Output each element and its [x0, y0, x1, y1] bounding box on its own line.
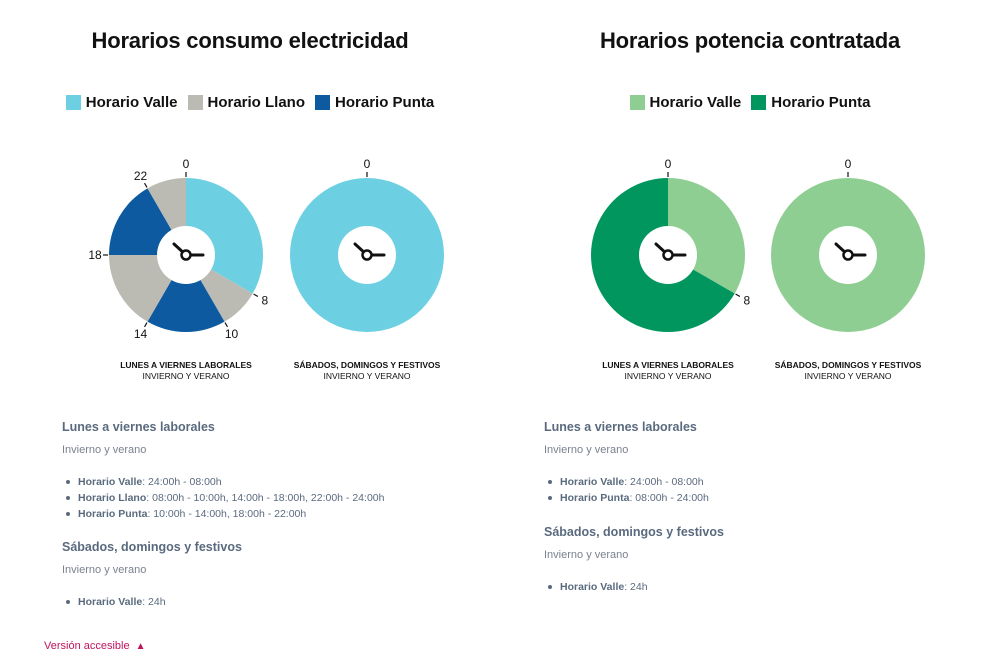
hour-label: 0: [845, 157, 852, 171]
legend-swatch: [65, 95, 81, 110]
hour-label: 22: [134, 169, 148, 183]
hour-label: 0: [364, 157, 371, 171]
hour-tick: [143, 182, 148, 188]
legend-item: Horario Valle: [65, 94, 178, 111]
schedule-weekdays: Lunes a viernes laborales Invierno y ver…: [544, 420, 709, 506]
clock-caption: LUNES A VIERNES LABORALES: [602, 360, 734, 370]
chevron-up-icon: ▲: [135, 640, 146, 652]
clock-caption: LUNES A VIERNES LABORALES: [120, 360, 252, 370]
legend-item: Horario Valle: [629, 94, 742, 111]
clock-subcaption: INVIERNO Y VERANO: [142, 371, 229, 381]
legend-swatch: [315, 95, 331, 110]
hour-label: 8: [743, 294, 750, 308]
hour-label: 0: [183, 157, 190, 171]
schedule-heading: Lunes a viernes laborales: [544, 420, 697, 434]
legend-label: Horario Punta: [335, 94, 435, 111]
clock-caption: SÁBADOS, DOMINGOS Y FESTIVOS: [294, 360, 441, 370]
list-item: Horario Valle: 24h: [62, 594, 242, 610]
hour-label: 18: [88, 248, 102, 262]
hour-tick: [735, 293, 741, 298]
legend-swatch: [751, 95, 767, 110]
list-item: Horario Valle: 24h: [544, 579, 724, 595]
clock-subcaption: INVIERNO Y VERANO: [624, 371, 711, 381]
list-item: Horario Llano: 08:00h - 10:00h, 14:00h -…: [62, 490, 384, 506]
clock-caption: SÁBADOS, DOMINGOS Y FESTIVOS: [775, 360, 922, 370]
list-item: Horario Punta: 08:00h - 24:00h: [544, 490, 709, 506]
hour-label: 14: [134, 327, 148, 341]
clock-segment: [147, 255, 225, 332]
legend-label: Horario Punta: [771, 94, 871, 111]
schedule-season: Invierno y verano: [544, 444, 629, 456]
hour-label: 0: [665, 157, 672, 171]
schedule-weekends: Sábados, domingos y festivos Invierno y …: [62, 540, 242, 610]
clock-pivot: [361, 249, 373, 261]
legend-swatch: [187, 95, 203, 110]
schedule-heading: Sábados, domingos y festivos: [544, 525, 724, 539]
chart-title: Horarios potencia contratada: [599, 28, 901, 53]
accessible-version-link[interactable]: Versión accesible ▲: [44, 640, 146, 652]
clock-pivot: [842, 249, 854, 261]
legend-item: Horario Llano: [187, 94, 306, 111]
schedule-season: Invierno y verano: [62, 564, 147, 576]
list-item: Horario Valle: 24:00h - 08:00h: [62, 474, 384, 490]
legend-swatch: [629, 95, 645, 110]
legend-item: Horario Punta: [751, 94, 870, 111]
hour-label: 8: [261, 294, 268, 308]
chart-title: Horarios consumo electricidad: [91, 28, 409, 53]
legend-label: Horario Valle: [85, 94, 178, 111]
schedule-list: Horario Valle: 24:00h - 08:00h Horario L…: [62, 474, 384, 522]
hour-tick: [224, 322, 229, 328]
schedule-list: Horario Valle: 24:00h - 08:00h Horario P…: [544, 474, 709, 506]
schedule-list: Horario Valle: 24h: [544, 579, 724, 595]
list-item: Horario Punta: 10:00h - 14:00h, 18:00h -…: [62, 506, 384, 522]
legend-label: Horario Valle: [649, 94, 742, 111]
schedule-season: Invierno y verano: [544, 549, 629, 561]
schedule-weekends: Sábados, domingos y festivos Invierno y …: [544, 525, 724, 595]
legend: Horario Valle Horario Punta: [500, 94, 1000, 111]
clock-pivot: [180, 249, 192, 261]
potencia-section: Horarios potencia contratada Horario Val…: [500, 0, 1000, 651]
hour-label: 10: [225, 327, 239, 341]
clock-subcaption: INVIERNO Y VERANO: [323, 371, 410, 381]
schedule-season: Invierno y verano: [62, 444, 147, 456]
legend-item: Horario Punta: [315, 94, 434, 111]
clock-pivot: [662, 249, 674, 261]
clock-subcaption: INVIERNO Y VERANO: [804, 371, 891, 381]
legend-label: Horario Llano: [207, 94, 306, 111]
legend: Horario Valle Horario Llano Horario Punt…: [0, 94, 500, 111]
hour-tick: [143, 322, 148, 328]
schedule-heading: Sábados, domingos y festivos: [62, 540, 242, 554]
schedule-list: Horario Valle: 24h: [62, 594, 242, 610]
hour-tick: [253, 293, 259, 298]
list-item: Horario Valle: 24:00h - 08:00h: [544, 474, 709, 490]
schedule-heading: Lunes a viernes laborales: [62, 420, 215, 434]
schedule-weekdays: Lunes a viernes laborales Invierno y ver…: [62, 420, 384, 522]
accessible-version-label: Versión accesible: [44, 640, 130, 652]
consumo-section: Horarios consumo electricidad Horario Va…: [0, 0, 500, 651]
